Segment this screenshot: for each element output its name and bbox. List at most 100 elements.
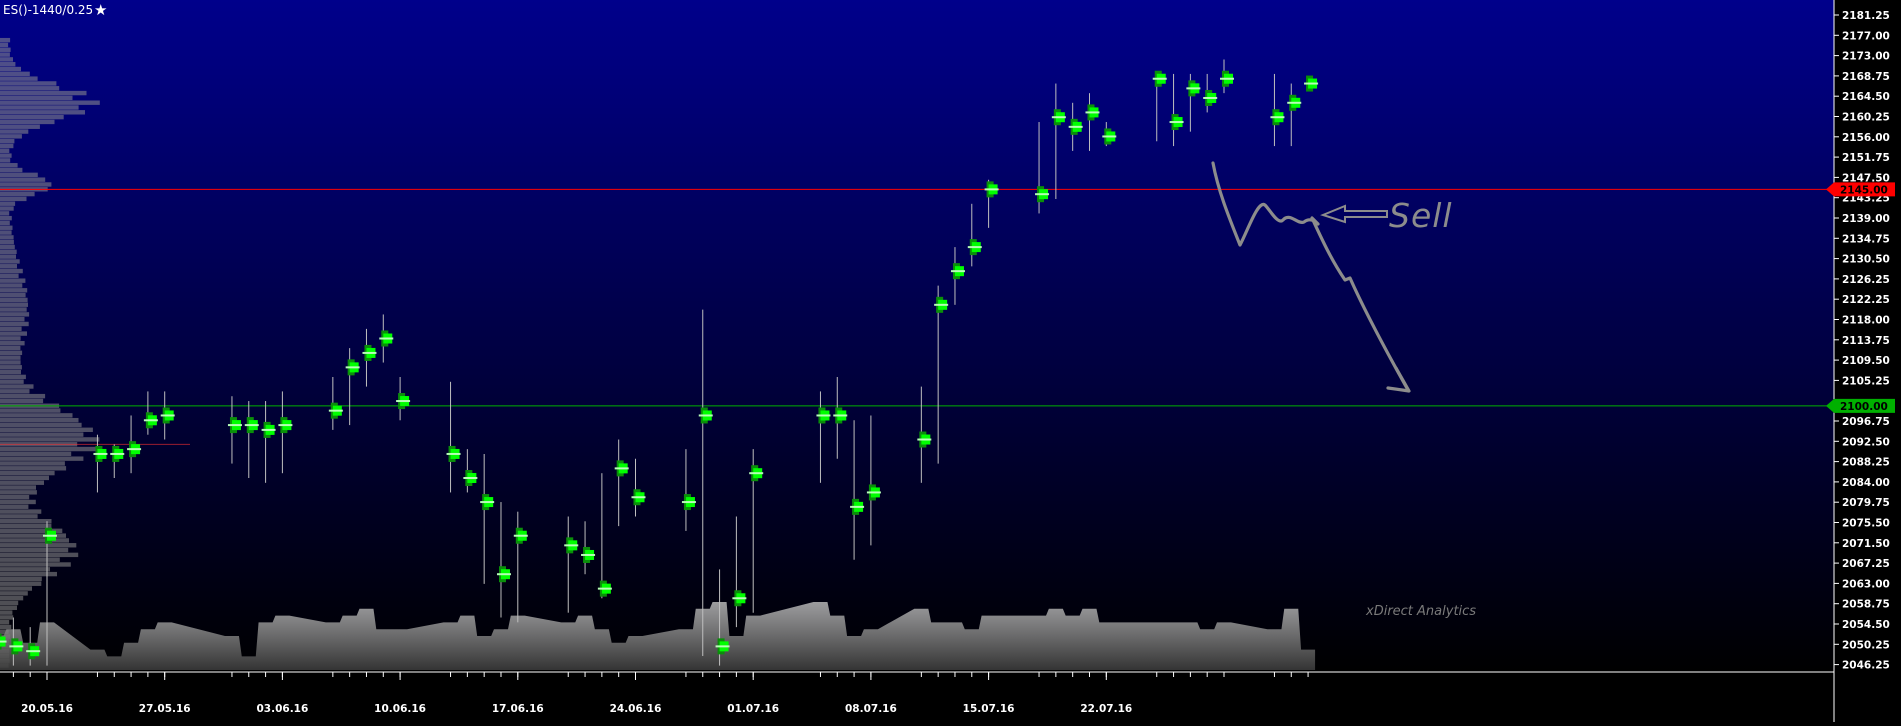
price-bar[interactable] (496, 502, 511, 618)
profile-row (0, 215, 12, 221)
price-bar[interactable] (513, 511, 528, 623)
profile-row (0, 610, 13, 615)
profile-row (0, 336, 21, 341)
y-tick-label: 2113.75 (1842, 335, 1890, 347)
bar-poc-line (1068, 125, 1083, 128)
price-bar[interactable] (732, 516, 747, 628)
price-bar[interactable] (446, 381, 461, 493)
profile-row (0, 417, 79, 423)
price-bar[interactable] (480, 453, 495, 584)
price-bar[interactable] (984, 179, 999, 228)
bar-poc-line (866, 491, 881, 494)
price-bar[interactable] (1051, 83, 1066, 199)
price-bar[interactable] (160, 391, 175, 440)
price-bar[interactable] (93, 434, 108, 493)
price-levels (0, 188, 1834, 407)
price-bar[interactable] (1220, 59, 1234, 94)
price-bar[interactable] (1203, 73, 1218, 113)
price-bar[interactable] (967, 203, 982, 267)
bar-poc-line (0, 640, 7, 643)
profile-row (0, 350, 23, 356)
profile-row (0, 278, 26, 283)
price-bar[interactable] (1035, 122, 1050, 214)
price-bar[interactable] (866, 415, 881, 546)
price-bar[interactable] (261, 401, 276, 483)
bar-poc-line (1287, 101, 1302, 104)
price-bar[interactable] (833, 376, 848, 459)
price-bar[interactable] (816, 391, 831, 483)
price-bar[interactable] (631, 458, 646, 517)
price-bar[interactable] (1085, 93, 1100, 151)
x-axis-ticks[interactable]: 20.05.16 27.05.16 03.06.16 10.06.16 17.06.16… (0, 672, 1309, 715)
price-bar[interactable] (1068, 102, 1083, 151)
price-bar[interactable] (1304, 75, 1319, 92)
profile-row (0, 100, 100, 105)
x-tick-label: 10.06.16 (374, 703, 426, 715)
price-bar[interactable] (581, 521, 596, 575)
price-bar[interactable] (715, 569, 730, 666)
price-bar[interactable] (597, 473, 612, 599)
price-bar[interactable] (681, 449, 696, 531)
profile-row (0, 163, 18, 168)
profile-row (0, 259, 20, 264)
price-bar[interactable] (698, 309, 713, 656)
bar-poc-line (833, 414, 848, 417)
price-bar[interactable] (749, 449, 764, 613)
profile-row (0, 485, 36, 490)
price-bar[interactable] (396, 376, 411, 421)
price-bar[interactable] (1186, 73, 1201, 132)
price-bar[interactable] (379, 314, 394, 363)
bar-poc-line (1051, 116, 1066, 119)
price-bar[interactable] (345, 348, 360, 426)
y-tick-label: 2071.50 (1842, 538, 1890, 550)
profile-row (0, 576, 42, 582)
bar-poc-line (26, 650, 41, 653)
profile-row (0, 71, 30, 77)
price-bar[interactable] (1169, 73, 1184, 147)
price-bar[interactable] (614, 439, 629, 527)
price-bar[interactable] (934, 285, 949, 464)
price-bar[interactable] (950, 247, 965, 305)
price-bar[interactable] (43, 521, 57, 666)
drawn-annotation: Sell (1211, 161, 1452, 393)
profile-row (0, 547, 69, 553)
price-bar[interactable] (1152, 70, 1167, 142)
profile-row (0, 408, 61, 413)
price-bar[interactable] (143, 391, 158, 435)
price-bar[interactable] (1270, 73, 1285, 147)
y-tick-label: 2046.25 (1842, 660, 1890, 672)
price-bar[interactable] (1287, 83, 1302, 147)
profile-row (0, 114, 64, 120)
price-bar[interactable] (362, 328, 377, 387)
price-bar[interactable] (917, 386, 932, 483)
y-axis-ticks[interactable]: 2181.25 2177.00 2173.00 2168.75 2164.50 2160.… (1834, 10, 1890, 672)
profile-row (0, 437, 100, 442)
price-bar[interactable] (127, 415, 142, 474)
y-tick-label: 2067.25 (1842, 558, 1890, 570)
price-bar[interactable] (278, 391, 293, 474)
bar-poc-line (715, 645, 730, 648)
price-bar[interactable] (1102, 122, 1117, 147)
price-bar[interactable] (0, 613, 7, 666)
price-bar[interactable] (227, 396, 242, 464)
price-bar[interactable] (564, 516, 579, 613)
profile-row (0, 57, 13, 62)
y-tick-label: 2156.00 (1842, 132, 1890, 144)
price-bar[interactable] (244, 401, 259, 479)
profile-row (0, 249, 17, 255)
profile-row (0, 427, 93, 432)
chart-header: ES()-1440/0.25 ★ (3, 1, 107, 19)
profile-row (0, 134, 22, 139)
price-bar[interactable] (9, 617, 24, 666)
price-bar[interactable] (110, 444, 125, 479)
price-bar[interactable] (26, 627, 41, 666)
price-bar[interactable] (328, 376, 343, 430)
x-tick-label: 03.06.16 (256, 703, 308, 715)
price-bar[interactable] (850, 420, 865, 560)
profile-row (0, 605, 17, 610)
bar-poc-line (496, 573, 511, 576)
star-icon[interactable]: ★ (94, 1, 107, 19)
price-bar[interactable] (463, 449, 478, 493)
bar-poc-line (396, 400, 411, 403)
